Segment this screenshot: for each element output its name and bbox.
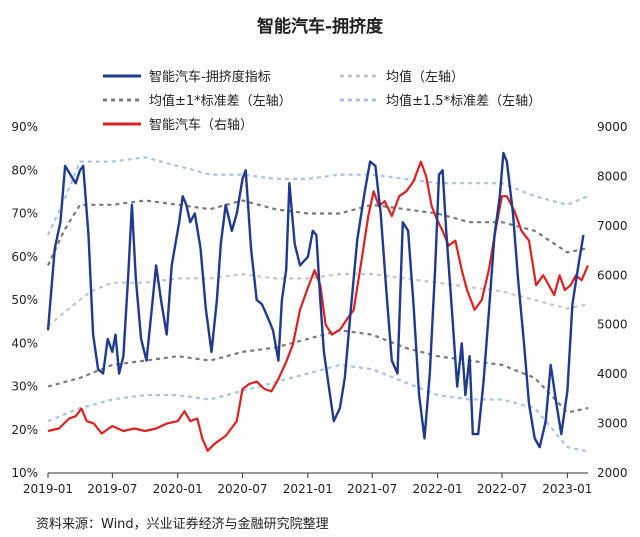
x-tick-label: 2019-01	[23, 482, 73, 496]
index-line	[47, 160, 590, 452]
y-left-axis: 10% 20% 30% 40% 50% 60% 70% 80% 90%	[11, 120, 38, 480]
x-tick-label: 2020-01	[153, 482, 203, 496]
y-left-tick-label: 30%	[11, 380, 38, 394]
crowding-line	[46, 151, 585, 449]
source-note: 资料来源：Wind，兴业证券经济与金融研究院整理	[36, 516, 329, 532]
y-left-tick-label: 70%	[11, 207, 38, 221]
y-left-tick-label: 90%	[11, 120, 38, 134]
legend-label: 智能汽车-拥挤度指标	[149, 69, 271, 85]
series-layer	[46, 151, 590, 453]
y-left-tick-label: 20%	[11, 423, 38, 437]
legend-label: 均值±1.5*标准差（左轴）	[386, 93, 541, 109]
y-left-tick-label: 50%	[11, 293, 38, 307]
chart-title: 智能汽车-拥挤度	[257, 16, 384, 37]
band1-upper-line	[47, 199, 589, 266]
y-right-axis: 2000 3000 4000 5000 6000 7000 8000 9000	[597, 120, 628, 480]
y-right-tick-label: 8000	[597, 169, 628, 183]
y-right-tick-label: 2000	[597, 466, 628, 480]
y-right-tick-label: 5000	[597, 318, 628, 332]
legend: 智能汽车-拥挤度指标 均值（左轴） 均值±1*标准差（左轴） 均值±1.5*标准差（左…	[103, 69, 541, 133]
x-axis: 2019-01 2019-07 2020-01 2020-07 2021-01 2021-…	[23, 473, 592, 496]
x-tick-label: 2022-01	[413, 482, 463, 496]
x-tick-label: 2022-07	[477, 482, 527, 496]
y-right-tick-label: 9000	[597, 120, 628, 134]
y-left-tick-label: 10%	[11, 466, 38, 480]
y-left-tick-label: 60%	[11, 250, 38, 264]
y-left-tick-label: 40%	[11, 336, 38, 350]
x-tick-label: 2021-07	[347, 482, 397, 496]
x-tick-label: 2021-01	[283, 482, 333, 496]
legend-label: 智能汽车（右轴）	[149, 117, 253, 133]
legend-label: 均值±1*标准差（左轴）	[149, 93, 292, 109]
y-right-tick-label: 4000	[597, 367, 628, 381]
mean-line	[47, 273, 589, 327]
band15-lower-line	[47, 363, 589, 453]
y-left-tick-label: 80%	[11, 163, 38, 177]
y-right-tick-label: 7000	[597, 219, 628, 233]
x-tick-label: 2023-01	[542, 482, 592, 496]
legend-label: 均值（左轴）	[386, 69, 464, 85]
y-right-tick-label: 6000	[597, 268, 628, 282]
x-tick-label: 2020-07	[217, 482, 267, 496]
x-tick-label: 2019-07	[87, 482, 137, 496]
y-right-tick-label: 3000	[597, 417, 628, 431]
